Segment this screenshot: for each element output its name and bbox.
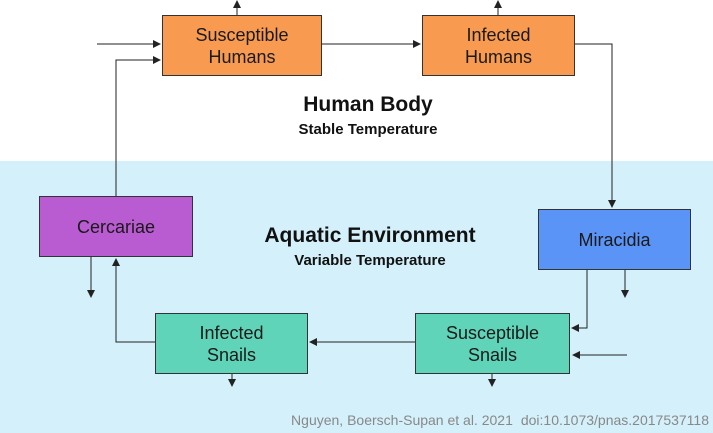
aquatic-environment-title: Aquatic Environment [264, 224, 476, 247]
citation-authors: Nguyen, Boersch-Supan et al. 2021 [291, 412, 513, 428]
arrow-cercariae-to-susceptible-humans [115, 56, 161, 196]
miracidia-node: Miracidia [538, 209, 691, 270]
cercariae-label: Cercariae [76, 216, 156, 237]
miracidia-label: Miracidia [578, 229, 651, 250]
infected-humans-label: Infected Humans [464, 24, 533, 67]
citation-doi: doi:10.1073/pnas.2017537118 [520, 412, 709, 428]
human-body-subtitle: Stable Temperature [298, 121, 438, 138]
infected-humans-node: Infected Humans [422, 15, 575, 76]
arrow-infected-snails-to-cercariae [112, 258, 155, 343]
infected-snails-node: Infected Snails [155, 313, 308, 374]
citation: Nguyen, Boersch-Supan et al. 2021 doi:10.… [291, 412, 709, 428]
susceptible-snails-node: Susceptible Snails [415, 313, 570, 374]
aquatic-environment-subtitle: Variable Temperature [294, 252, 446, 269]
susceptible-snails-label: Susceptible Snails [445, 322, 540, 365]
human-body-title: Human Body [303, 93, 433, 116]
human-body-title-block: Human Body Stable Temperature [268, 92, 468, 140]
arrow-miracidia-to-susceptible-snails [571, 270, 588, 332]
arrow-infected-humans-to-miracidia [575, 43, 616, 208]
human-body-region [0, 0, 713, 161]
cercariae-node: Cercariae [39, 196, 193, 257]
susceptible-humans-label: Susceptible Humans [195, 24, 289, 67]
aquatic-environment-title-block: Aquatic Environment Variable Temperature [230, 223, 510, 271]
infected-snails-label: Infected Snails [199, 322, 264, 365]
susceptible-humans-node: Susceptible Humans [162, 15, 322, 76]
